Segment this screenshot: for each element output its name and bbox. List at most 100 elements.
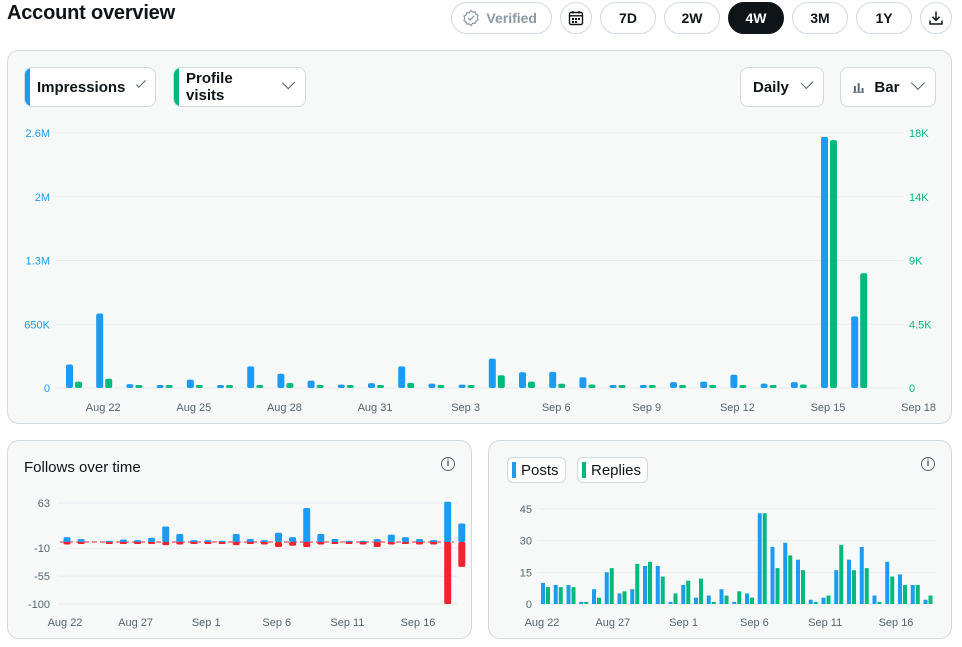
follows-lost-bar	[289, 542, 297, 546]
range-1y[interactable]: 1Y	[856, 2, 912, 34]
legend-replies-label: Replies	[591, 461, 642, 479]
x-axis-tick: Aug 27	[595, 617, 630, 629]
info-icon[interactable]: i	[441, 457, 455, 471]
posts-bar	[808, 599, 813, 604]
range-3m[interactable]: 3M	[792, 2, 848, 34]
posts-bar	[592, 589, 596, 604]
profile-visits-bar	[346, 385, 354, 388]
replies-bar	[864, 568, 869, 604]
posts-bar	[770, 547, 775, 604]
legend-replies[interactable]: Replies	[577, 457, 649, 483]
impressions-bar	[96, 313, 104, 388]
follows-gained-bar	[331, 538, 339, 543]
follows-lost-bar	[401, 542, 409, 545]
right-axis-tick: 14K	[909, 192, 929, 204]
follows-title: Follows over time	[24, 459, 141, 476]
profile-visits-bar	[769, 385, 777, 388]
metric-right-color	[174, 68, 179, 106]
profile-visits-bar	[286, 383, 294, 388]
x-axis-tick: Sep 18	[901, 402, 936, 414]
x-axis-tick: Sep 6	[262, 617, 291, 629]
posts-bar	[630, 589, 635, 604]
profile-visits-bar	[377, 385, 384, 388]
follows-lost-bar	[204, 542, 212, 545]
follows-lost-bar	[134, 542, 141, 545]
replies-bar	[877, 601, 882, 604]
range-4w[interactable]: 4W	[728, 2, 784, 34]
posts-bar	[910, 585, 915, 604]
profile-visits-bar	[528, 381, 535, 388]
replies-bar	[635, 563, 640, 604]
replies-bar	[915, 585, 920, 604]
calendar-icon	[568, 11, 584, 26]
follows-gained-bar	[232, 533, 240, 543]
legend-posts[interactable]: Posts	[507, 457, 566, 483]
profile-visits-bar	[679, 385, 686, 388]
posts-bar	[668, 601, 673, 604]
impressions-bar	[730, 374, 738, 388]
profile-visits-bar	[558, 383, 566, 388]
x-axis-tick: Sep 16	[879, 617, 914, 629]
follows-lost-bar	[105, 542, 113, 545]
metric-right-select[interactable]: Profile visits	[173, 67, 306, 107]
follows-gained-bar	[458, 523, 466, 543]
posts-bar	[541, 582, 545, 604]
replies-bar	[813, 601, 818, 604]
follows-lost-bar	[162, 542, 170, 546]
posts-bar	[617, 593, 622, 604]
replies-bar	[699, 578, 703, 604]
impressions-bar	[398, 366, 406, 388]
replies-bar	[571, 587, 576, 604]
verified-button[interactable]: Verified	[451, 2, 552, 34]
impressions-bar	[519, 372, 526, 388]
range-2w[interactable]: 2W	[664, 2, 720, 34]
follows-gained-bar	[430, 540, 438, 543]
follows-gained-bar	[387, 534, 395, 543]
overview-chart-card: Impressions Profile visits Daily Bar 0 0 6…	[7, 50, 952, 424]
replies-bar	[660, 576, 665, 604]
follows-lost-bar	[444, 542, 452, 604]
overview-bar-chart: 0 0 650K 4.5K 1.3M 9K 2M 14K 2.6M 18K Aug 22 Aug 25…	[24, 128, 936, 414]
metric-left-select[interactable]: Impressions	[24, 67, 156, 107]
follows-gained-bar	[373, 538, 381, 543]
impressions-bar	[307, 380, 315, 388]
x-axis-tick: Aug 28	[267, 402, 302, 414]
interval-select[interactable]: Daily	[740, 67, 824, 107]
profile-visits-bar	[588, 384, 596, 388]
impressions-bar	[549, 371, 557, 388]
posts-bar	[757, 513, 762, 604]
follows-lost-bar	[260, 542, 268, 545]
y-axis-tick: 63	[38, 498, 50, 510]
impressions-bar	[126, 384, 134, 388]
right-axis-tick: 9K	[909, 256, 923, 268]
impressions-bar	[368, 383, 375, 388]
x-axis-tick: Aug 22	[525, 617, 560, 629]
replies-bar	[928, 595, 933, 604]
posts-bar	[859, 547, 864, 604]
follows-gained-bar	[176, 533, 184, 543]
follows-lost-bar	[190, 542, 198, 545]
profile-visits-bar	[75, 381, 82, 388]
x-axis-tick: Sep 1	[669, 617, 698, 629]
calendar-button[interactable]	[560, 2, 592, 34]
impressions-bar	[790, 382, 798, 388]
replies-bar	[826, 595, 831, 604]
follows-lost-bar	[331, 542, 339, 545]
posts-bar-chart: 0 15 30 45 Aug 22 Aug 27 Sep 1 Sep 6 Sep 11 Sep 1…	[520, 504, 937, 629]
replies-bar	[762, 513, 767, 604]
posts-bar	[566, 585, 571, 604]
posts-bar	[655, 566, 660, 604]
range-7d[interactable]: 7D	[600, 2, 656, 34]
replies-bar	[775, 568, 780, 604]
impressions-bar	[66, 364, 73, 388]
download-button[interactable]	[920, 2, 952, 34]
posts-bar	[885, 561, 890, 604]
info-icon[interactable]: i	[921, 457, 935, 471]
x-axis-tick: Aug 27	[118, 617, 153, 629]
impressions-bar	[428, 383, 436, 388]
x-axis-tick: Sep 11	[808, 617, 842, 629]
right-axis-tick: 0	[909, 383, 915, 395]
replies-bar	[890, 576, 895, 604]
replies-bar	[673, 593, 678, 604]
chart-style-select[interactable]: Bar	[840, 67, 936, 107]
